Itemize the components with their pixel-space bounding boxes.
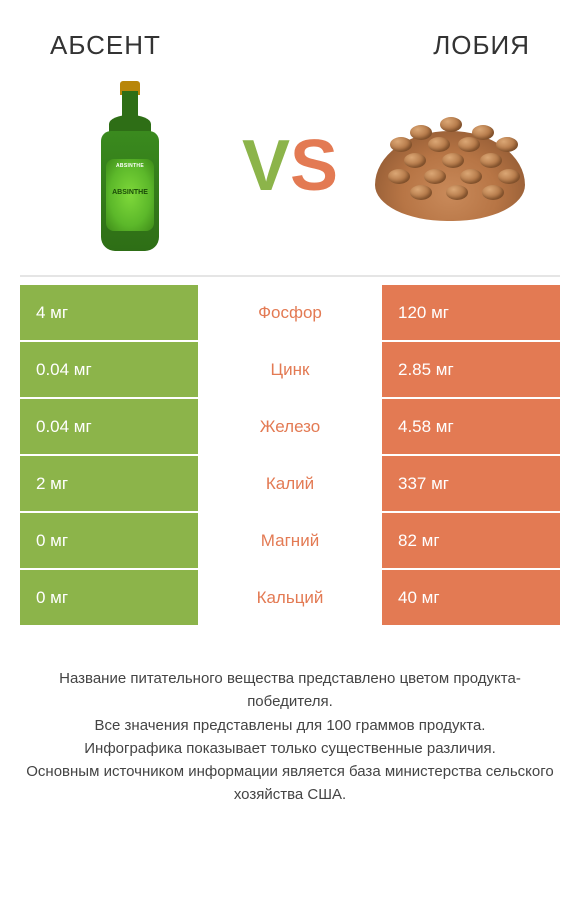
nutrient-label-cell: Фосфор bbox=[198, 285, 382, 340]
left-value-cell: 0.04 мг bbox=[20, 342, 198, 397]
left-product-title: АБСЕНТ bbox=[50, 30, 161, 61]
table-row: 0.04 мгЖелезо4.58 мг bbox=[20, 399, 560, 456]
table-row: 0.04 мгЦинк2.85 мг bbox=[20, 342, 560, 399]
footer-notes: Название питательного вещества представл… bbox=[20, 667, 560, 807]
footer-line-2: Все значения представлены для 100 граммо… bbox=[26, 714, 554, 737]
footer-line-3: Инфографика показывает только существенн… bbox=[26, 737, 554, 760]
beans-pile-icon bbox=[380, 111, 520, 221]
nutrient-label-cell: Калий bbox=[198, 456, 382, 511]
right-value-cell: 4.58 мг bbox=[382, 399, 560, 454]
nutrient-label-cell: Магний bbox=[198, 513, 382, 568]
titles-row: АБСЕНТ ЛОБИЯ bbox=[20, 20, 560, 81]
nutrient-label-cell: Кальций bbox=[198, 570, 382, 625]
footer-line-4: Основным источником информации является … bbox=[26, 760, 554, 807]
right-product-image bbox=[380, 81, 520, 251]
nutrient-label-cell: Цинк bbox=[198, 342, 382, 397]
table-row: 4 мгФосфор120 мг bbox=[20, 285, 560, 342]
bottle-label-top: ABSINTHE bbox=[116, 163, 144, 169]
left-value-cell: 0 мг bbox=[20, 570, 198, 625]
vs-letter-v: V bbox=[242, 126, 290, 206]
vs-label: VS bbox=[242, 130, 338, 202]
table-row: 2 мгКалий337 мг bbox=[20, 456, 560, 513]
footer-line-1: Название питательного вещества представл… bbox=[26, 667, 554, 714]
absinthe-bottle-icon: ABSINTHE ABSINTHE bbox=[100, 81, 160, 251]
right-value-cell: 40 мг bbox=[382, 570, 560, 625]
vs-letter-s: S bbox=[290, 126, 338, 206]
left-value-cell: 0 мг bbox=[20, 513, 198, 568]
hero-row: ABSINTHE ABSINTHE VS bbox=[20, 81, 560, 277]
table-row: 0 мгМагний82 мг bbox=[20, 513, 560, 570]
right-product-title: ЛОБИЯ bbox=[433, 30, 530, 61]
left-value-cell: 4 мг bbox=[20, 285, 198, 340]
table-row: 0 мгКальций40 мг bbox=[20, 570, 560, 627]
nutrient-label-cell: Железо bbox=[198, 399, 382, 454]
left-value-cell: 0.04 мг bbox=[20, 399, 198, 454]
right-value-cell: 120 мг bbox=[382, 285, 560, 340]
right-value-cell: 82 мг bbox=[382, 513, 560, 568]
right-value-cell: 337 мг bbox=[382, 456, 560, 511]
bottle-label-mid: ABSINTHE bbox=[112, 189, 148, 196]
comparison-table: 4 мгФосфор120 мг0.04 мгЦинк2.85 мг0.04 м… bbox=[20, 285, 560, 627]
right-value-cell: 2.85 мг bbox=[382, 342, 560, 397]
left-product-image: ABSINTHE ABSINTHE bbox=[60, 81, 200, 251]
left-value-cell: 2 мг bbox=[20, 456, 198, 511]
page: АБСЕНТ ЛОБИЯ ABSINTHE ABSINTHE VS bbox=[0, 0, 580, 904]
